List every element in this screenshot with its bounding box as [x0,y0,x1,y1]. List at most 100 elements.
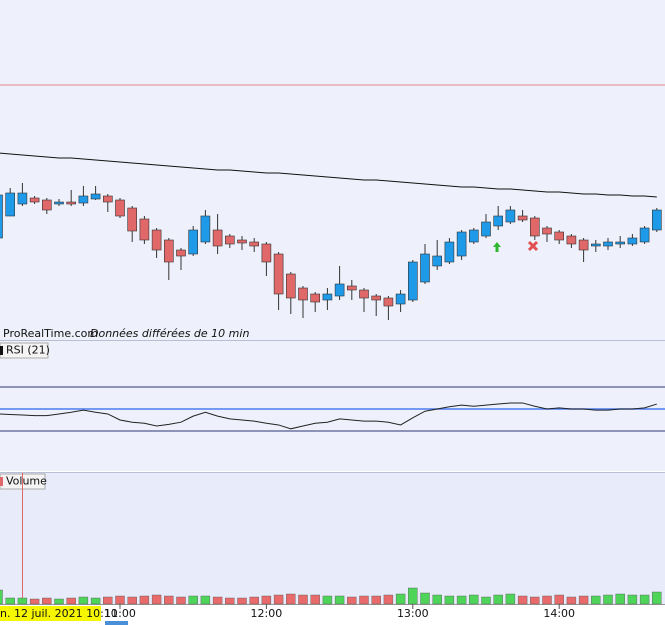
candle-body [78,195,89,204]
volume-title: Volume [6,475,47,488]
volume-bar [591,595,601,605]
volume-bar [578,595,589,605]
x-tick-label: 12:00 [251,607,283,620]
candle-body [456,231,467,257]
candle-body [127,207,137,232]
volume-bar [90,597,101,605]
volume-bar [408,587,418,605]
candle-body [395,293,406,305]
candle-body [554,231,565,241]
candle-body [615,241,626,245]
volume-bar [115,595,125,605]
price-panel [0,0,665,340]
delay-note: Données différées de 10 min [90,327,249,340]
candle-body [310,293,321,303]
volume-bar [29,598,40,605]
volume-bar [139,595,150,605]
volume-bar [347,596,357,605]
volume-bar [627,594,638,605]
candle-body [249,241,259,247]
volume-bar [17,597,28,605]
volume-bar [444,595,455,605]
volume-bar [164,595,174,605]
candle-body [627,237,638,245]
candle-body [90,193,101,200]
candle-body [164,239,174,263]
candle-body [151,229,162,251]
volume-bar [212,596,223,605]
candle-body [212,229,223,247]
volume-bar [371,595,381,605]
candle-body [237,239,247,244]
candle-body [566,235,577,245]
candle-body [346,285,357,291]
candle-body [542,227,552,235]
candle-body [5,192,15,217]
rsi-line [0,402,657,430]
volume-bar [493,594,503,605]
volume-bar [420,592,430,605]
candle-body [468,229,479,243]
cursor-date: n. 12 juil. 2021 10:10 [0,607,118,620]
rsi-swatch [0,346,3,355]
volume-bar [542,595,552,605]
candle-body [578,239,589,251]
cursor-date-box [0,606,101,621]
candle-body [432,255,443,267]
volume-bar [615,593,625,605]
candle-body [261,243,272,263]
volume-bar [359,595,369,605]
volume-panel [0,473,665,604]
volume-bar [554,594,564,605]
candle-body [517,215,528,221]
volume-bar [78,596,89,605]
candle-body [225,235,235,245]
volume-bar [151,594,162,605]
candle-body [493,215,504,227]
candle-body [359,289,369,299]
x-axis [0,604,665,625]
volume-bar [505,593,516,605]
volume-bar [127,596,137,605]
scroll-thumb[interactable] [105,621,128,625]
volume-bar [66,597,76,605]
volume-bar [322,595,333,605]
volume-bar [298,594,308,605]
candle-body [176,249,186,257]
candle-body [322,293,333,301]
candle-body [639,227,650,243]
candle-body [66,201,76,205]
candle-body [505,209,516,223]
candle-body [420,253,430,283]
volume-bar [237,597,247,605]
volume-bar [334,595,345,605]
candle-body [334,283,345,297]
candle-body [41,199,52,211]
candle-body [200,215,211,243]
volume-bar [5,597,15,605]
volume-bar [481,596,491,605]
volume-bar [54,598,64,605]
candle-body [383,297,394,307]
candle-body [188,229,198,255]
candle-body [115,199,125,217]
candle-body [407,261,418,301]
sell-signal [527,240,539,252]
volume-bar [603,594,613,605]
volume-bar [432,594,442,605]
candle-body [103,195,113,203]
candle-body [17,192,28,205]
candle-body [273,253,284,295]
candle-body [285,273,296,299]
volume-bar [395,593,406,605]
volume-bar [103,596,113,605]
candle-body [298,287,308,301]
candle-body [54,201,64,205]
candle-body [481,221,491,237]
rsi-label-box[interactable] [0,342,49,359]
rsi-title: RSI (21) [6,344,50,357]
volume-bar [273,594,284,605]
moving-average [0,152,657,198]
candle-body [371,295,382,301]
volume-bar [225,597,235,605]
